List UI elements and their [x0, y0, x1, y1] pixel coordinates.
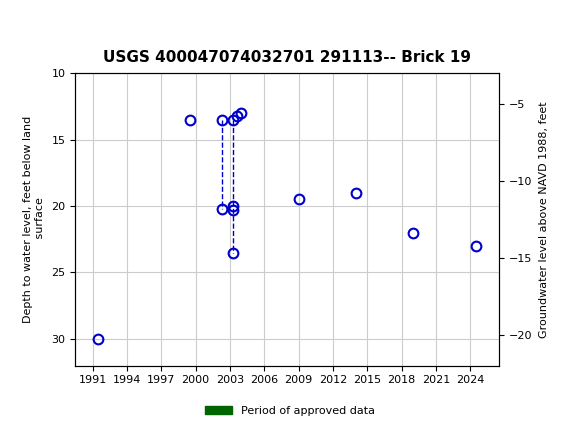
Title: USGS 400047074032701 291113-- Brick 19: USGS 400047074032701 291113-- Brick 19: [103, 50, 471, 65]
Bar: [353, 373, 358, 379]
Bar: [187, 373, 192, 379]
Text: ☒ USGS: ☒ USGS: [12, 17, 77, 35]
Bar: [96, 373, 100, 379]
Y-axis label: Depth to water level, feet below land
 surface: Depth to water level, feet below land su…: [23, 116, 45, 323]
Y-axis label: Groundwater level above NAVD 1988, feet: Groundwater level above NAVD 1988, feet: [539, 101, 549, 338]
Bar: [296, 373, 301, 379]
Legend: Period of approved data: Period of approved data: [200, 401, 380, 420]
Bar: [474, 373, 478, 379]
Bar: [411, 373, 415, 379]
Bar: [224, 373, 238, 379]
